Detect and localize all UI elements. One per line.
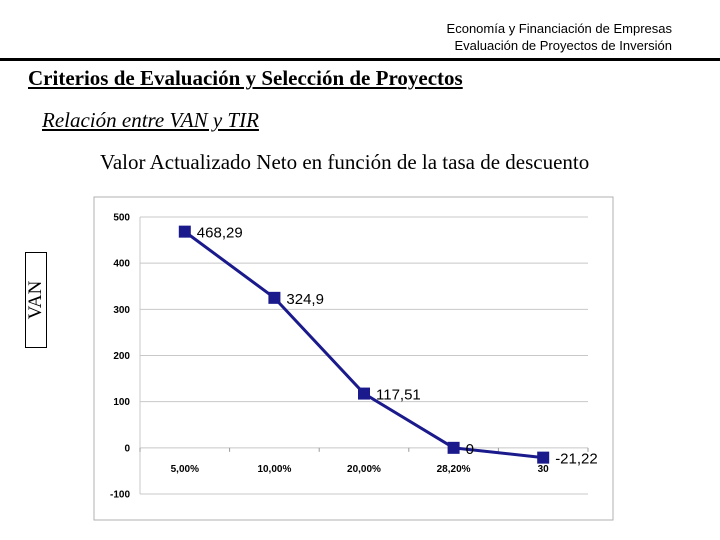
y-tick-label: 200: [113, 351, 130, 362]
header-divider: [0, 58, 720, 61]
x-tick-label: 10,00%: [257, 464, 291, 475]
y-axis-label-box: VAN: [25, 252, 47, 348]
y-tick-label: 100: [113, 397, 130, 408]
data-label: -21,22: [555, 451, 598, 468]
y-tick-label: 0: [124, 443, 130, 454]
slide-title: Criterios de Evaluación y Selección de P…: [28, 66, 463, 90]
data-label: 0: [466, 441, 474, 458]
y-tick-label: 400: [113, 259, 130, 270]
y-tick-label: 300: [113, 305, 130, 316]
y-tick-label: -100: [110, 490, 130, 501]
x-tick-label: 30: [538, 464, 550, 475]
data-point-marker: [447, 441, 460, 454]
header-course-title: Economía y Financiación de Empresas: [446, 21, 672, 36]
chart-frame: [93, 196, 614, 521]
data-point-marker: [178, 225, 191, 238]
data-point-marker: [268, 291, 281, 304]
data-label: 468,29: [197, 225, 243, 242]
header-topic-title: Evaluación de Proyectos de Inversión: [454, 38, 672, 53]
x-tick-label: 20,00%: [347, 464, 381, 475]
chart-title: Valor Actualizado Neto en función de la …: [100, 150, 590, 174]
data-label: 117,51: [376, 387, 421, 404]
y-tick-label: 500: [113, 213, 130, 224]
x-tick-label: 28,20%: [437, 464, 471, 475]
data-label: 324,9: [286, 291, 324, 308]
x-tick-label: 5,00%: [171, 464, 199, 475]
data-point-marker: [358, 387, 370, 400]
data-point-marker: [537, 451, 550, 464]
slide-subtitle: Relación entre VAN y TIR: [42, 108, 259, 132]
